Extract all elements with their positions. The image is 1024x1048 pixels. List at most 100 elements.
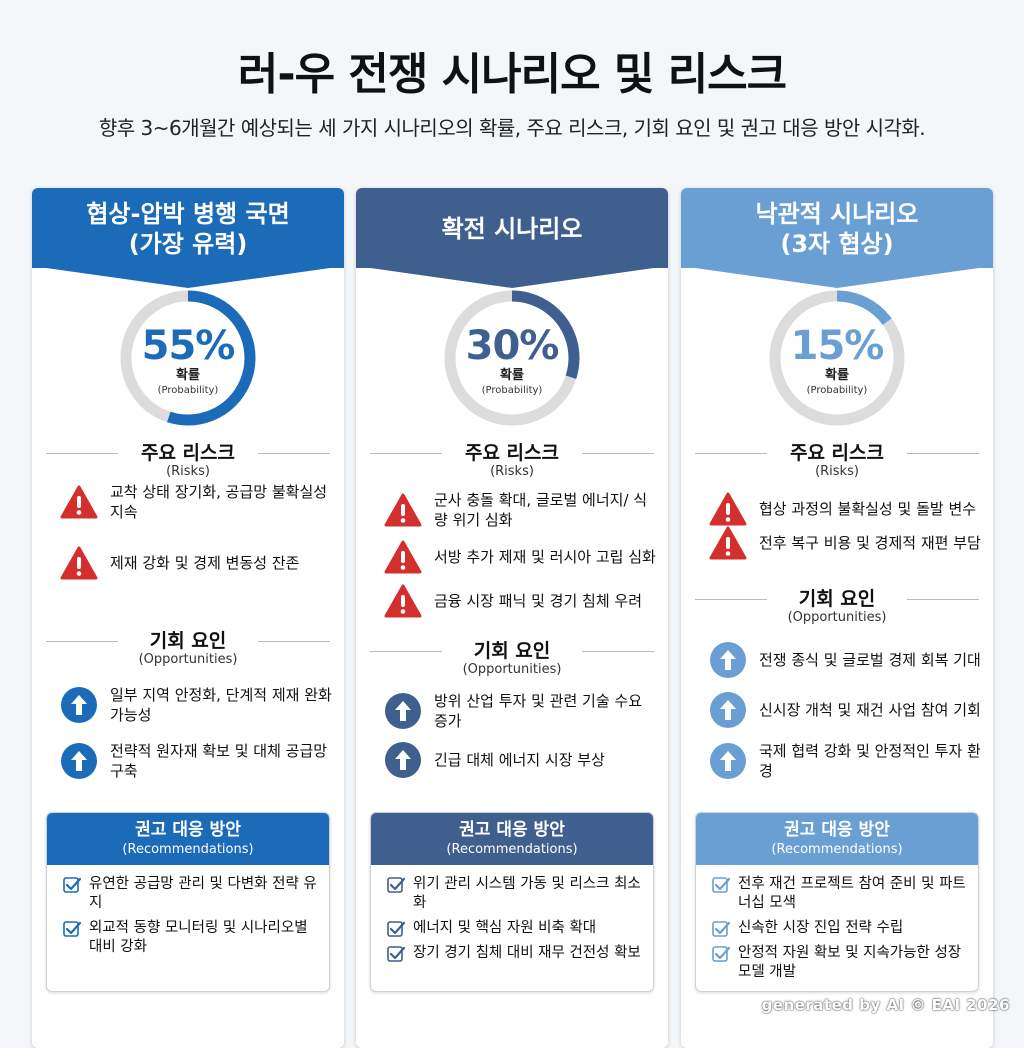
opportunity-text: 국제 협력 강화 및 안정적인 투자 환경 [759, 742, 981, 780]
risks-section-subtitle: (Risks) [815, 464, 859, 479]
recommendations-title: 권고 대응 방안 [459, 820, 565, 840]
scenario-card: 확전 시나리오 30% 확률 (Probability) 주요 리스크 (Risks) 군사… [356, 188, 668, 1048]
scenario-title-note: (가장 유력) [128, 230, 248, 258]
recommendation-text: 외교적 동향 모니터링 및 시나리오별 대비 강화 [89, 920, 308, 955]
recommendation-item: 에너지 및 핵심 자원 비축 확대 [387, 919, 643, 938]
opportunity-item: 일부 지역 안정화, 단계적 제재 완화 가능성 [60, 685, 332, 725]
risks-section: 주요 리스크 (Risks) [32, 442, 344, 480]
recommendations-header: 권고 대응 방안 (Recommendations) [371, 813, 653, 865]
probability-value: 55% [141, 323, 236, 369]
opportunities-section: 기회 요인 (Opportunities) [356, 640, 668, 678]
recommendations-title: 권고 대응 방안 [135, 820, 241, 840]
warning-triangle-icon [60, 546, 98, 580]
recommendation-text: 신속한 시장 진입 전략 수립 [738, 920, 904, 936]
ring-fill [444, 290, 580, 426]
divider [582, 651, 654, 652]
risks-section-subtitle: (Risks) [490, 464, 534, 479]
recommendation-item: 유연한 공급망 관리 및 다변화 전략 유지 [63, 875, 319, 913]
probability-value: 15% [790, 323, 885, 369]
opportunity-item: 전략적 원자재 확보 및 대체 공급망 구축 [60, 741, 332, 781]
opportunity-item: 신시장 개척 및 재건 사업 참여 기회 [709, 691, 981, 729]
scenario-title: 낙관적 시나리오 [755, 200, 919, 228]
opportunities-section: 기회 요인 (Opportunities) [32, 630, 344, 668]
opportunity-text: 전쟁 종식 및 글로벌 경제 회복 기대 [759, 651, 981, 669]
divider [258, 453, 330, 454]
opportunity-text: 일부 지역 안정화, 단계적 제재 완화 가능성 [110, 686, 332, 724]
opportunities-section-subtitle: (Opportunities) [462, 662, 562, 677]
probability-label-en: (Probability) [157, 385, 219, 396]
opportunity-text: 방위 산업 투자 및 관련 기술 수요 증가 [434, 692, 643, 730]
risk-item: 전후 복구 비용 및 경제적 재편 부담 [709, 526, 981, 560]
checkbox-icon [387, 921, 405, 937]
recommendation-item: 장기 경기 침체 대비 재무 건전성 확보 [387, 944, 643, 963]
checkbox-icon [387, 946, 405, 962]
recommendation-text: 위기 관리 시스템 가동 및 리스크 최소화 [413, 876, 641, 911]
risks-section-title: 주요 리스크 [789, 442, 884, 464]
checkbox-icon [387, 877, 405, 893]
up-arrow-circle-icon [385, 693, 421, 729]
ring-fill [769, 290, 905, 426]
recommendation-item: 위기 관리 시스템 가동 및 리스크 최소화 [387, 875, 643, 913]
opportunities-section-title: 기회 요인 [798, 588, 876, 610]
up-arrow-circle-icon [710, 692, 746, 728]
divider [370, 453, 442, 454]
opportunity-item: 긴급 대체 에너지 시장 부상 [384, 741, 656, 779]
risk-text: 교착 상태 장기화, 공급망 불확실성 지속 [110, 483, 328, 521]
probability-label-en: (Probability) [481, 385, 543, 396]
risk-text: 군사 충돌 확대, 글로벌 에너지/ 식량 위기 심화 [434, 491, 648, 529]
recommendations-subtitle: (Recommendations) [446, 842, 578, 857]
opportunities-section-subtitle: (Opportunities) [787, 610, 887, 625]
up-arrow-circle-icon [385, 742, 421, 778]
scenario-card: 낙관적 시나리오 (3자 협상) 15% 확률 (Probability) 주요 리스크(… [681, 188, 993, 1048]
scenario-title: 협상-압박 병행 국면 [86, 200, 290, 228]
header-chevron [681, 266, 993, 288]
divider [582, 453, 654, 454]
probability-label: 확률 [500, 368, 524, 383]
checkbox-icon [712, 921, 730, 937]
risks-section-title: 주요 리스크 [140, 442, 235, 464]
divider [258, 641, 330, 642]
page-subtitle: 향후 3~6개월간 예상되는 세 가지 시나리오의 확률, 주요 리스크, 기회… [98, 116, 926, 140]
opportunity-text: 신시장 개척 및 재건 사업 참여 기회 [759, 701, 981, 719]
risk-item: 제재 강화 및 경제 변동성 잔존 [60, 546, 332, 580]
risk-item: 서방 추가 제재 및 러시아 고립 심화 [384, 540, 656, 574]
divider [907, 453, 979, 454]
scenario-header: 협상-압박 병행 국면 (가장 유력) [32, 188, 344, 268]
checkbox-icon [63, 921, 81, 937]
probability-readout: 30% 확률 (Probability) [442, 324, 582, 397]
divider [46, 641, 118, 642]
recommendation-text: 안정적 자원 확보 및 지속가능한 성장 모델 개발 [738, 945, 962, 980]
checkbox-icon [712, 946, 730, 962]
opportunities-section-subtitle: (Opportunities) [138, 652, 238, 667]
risk-text: 서방 추가 제재 및 러시아 고립 심화 [434, 548, 656, 566]
recommendations-subtitle: (Recommendations) [771, 842, 903, 857]
up-arrow-circle-icon [710, 642, 746, 678]
recommendations-title: 권고 대응 방안 [784, 820, 890, 840]
warning-triangle-icon [60, 485, 98, 519]
warning-triangle-icon [384, 540, 422, 574]
recommendation-text: 유연한 공급망 관리 및 다변화 전략 유지 [89, 876, 317, 911]
recommendation-item: 전후 재건 프로젝트 참여 준비 및 파트너십 모색 [712, 875, 968, 913]
ring-fill [120, 290, 256, 426]
risks-section-title: 주요 리스크 [464, 442, 559, 464]
divider [695, 453, 767, 454]
opportunity-text: 전략적 원자재 확보 및 대체 공급망 구축 [110, 742, 328, 780]
scenario-card: 협상-압박 병행 국면 (가장 유력) 55% 확률 (Probability) 주요 리… [32, 188, 344, 1048]
warning-triangle-icon [384, 584, 422, 618]
header-chevron [356, 266, 668, 288]
risk-item: 군사 충돌 확대, 글로벌 에너지/ 식량 위기 심화 [384, 490, 656, 530]
opportunity-item: 전쟁 종식 및 글로벌 경제 회복 기대 [709, 641, 981, 679]
up-arrow-circle-icon [710, 743, 746, 779]
probability-ring [444, 290, 580, 426]
scenario-title: 확전 시나리오 [441, 215, 583, 243]
recommendation-text: 장기 경기 침체 대비 재무 건전성 확보 [413, 945, 641, 961]
risk-text: 제재 강화 및 경제 변동성 잔존 [110, 554, 300, 572]
risk-text: 금융 시장 패닉 및 경기 침체 우려 [434, 592, 643, 610]
recommendations-header: 권고 대응 방안 (Recommendations) [47, 813, 329, 865]
opportunity-text: 긴급 대체 에너지 시장 부상 [434, 751, 605, 769]
recommendations-header: 권고 대응 방안 (Recommendations) [696, 813, 978, 865]
divider [46, 453, 118, 454]
scenario-header: 확전 시나리오 [356, 188, 668, 268]
recommendations-box: 권고 대응 방안 (Recommendations) 전후 재건 프로젝트 참여 준… [695, 812, 979, 992]
checkbox-icon [712, 877, 730, 893]
